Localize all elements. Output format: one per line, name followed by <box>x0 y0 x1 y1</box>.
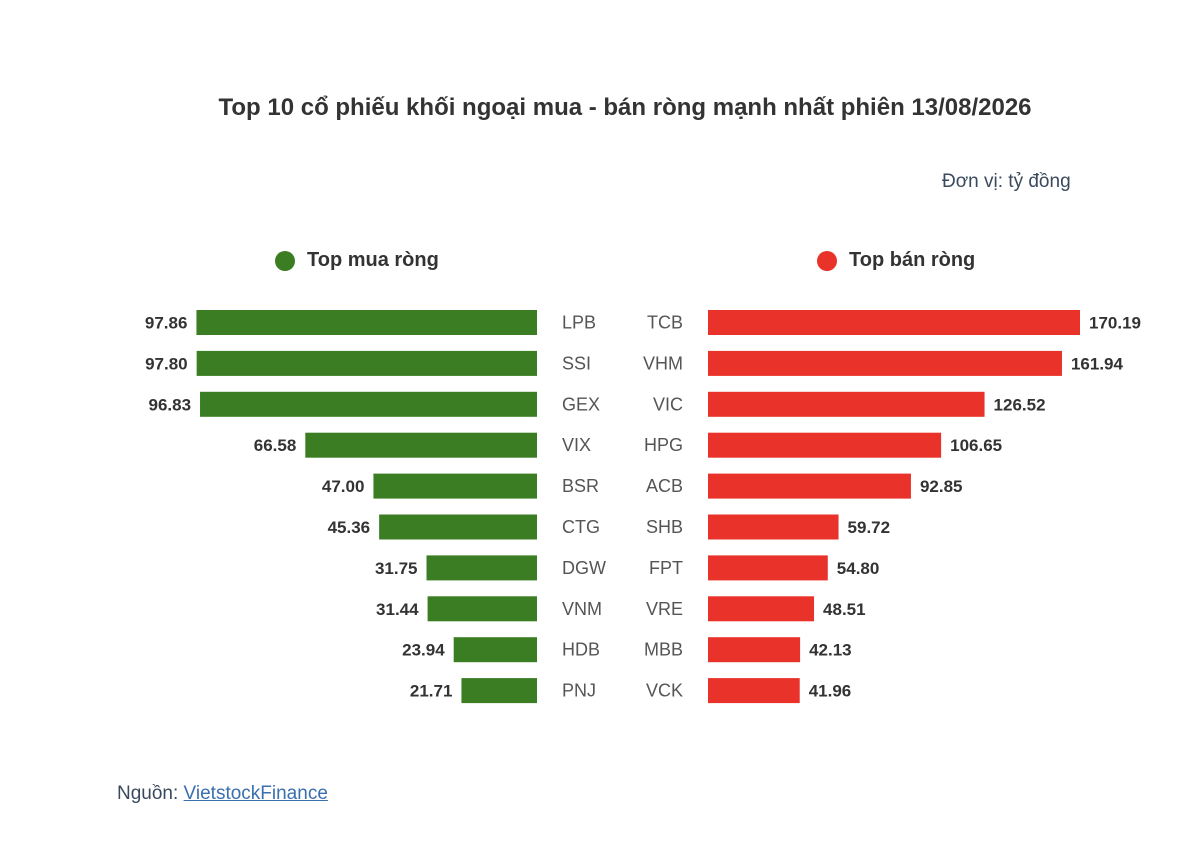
sell-value-label: 126.52 <box>994 395 1046 414</box>
sell-ticker-label: ACB <box>646 476 683 496</box>
buy-bar <box>427 596 537 622</box>
sell-value-label: 59.72 <box>848 518 891 537</box>
buy-ticker-label: BSR <box>562 476 599 496</box>
legend-sell: Top bán ròng <box>817 249 975 272</box>
buy-ticker-label: DGW <box>562 558 606 578</box>
sell-bar <box>708 350 1062 376</box>
buy-ticker-label: CTG <box>562 517 600 537</box>
buy-value-label: 31.75 <box>375 559 418 578</box>
buy-bar <box>426 555 537 581</box>
buy-bar <box>200 391 537 417</box>
sell-bar <box>708 637 801 663</box>
sell-value-label: 92.85 <box>920 477 963 496</box>
source-link[interactable]: VietstockFinance <box>183 783 328 804</box>
sell-bar <box>708 391 985 417</box>
source-note: Nguồn: VietstockFinance <box>117 783 328 805</box>
buy-value-label: 21.71 <box>410 682 453 701</box>
legend-buy-label: Top mua ròng <box>307 249 439 271</box>
buy-value-label: 23.94 <box>402 641 445 660</box>
sell-value-label: 48.51 <box>823 600 866 619</box>
sell-ticker-label: TCB <box>647 313 683 333</box>
buy-bar <box>461 678 537 704</box>
sell-value-label: 54.80 <box>837 559 880 578</box>
unit-note: Đơn vị: tỷ đồng <box>942 171 1071 192</box>
sell-ticker-label: HPG <box>644 435 683 455</box>
sell-bar <box>708 678 800 704</box>
sell-value-label: 41.96 <box>809 682 852 701</box>
sell-bar <box>708 596 815 622</box>
legend-sell-label: Top bán ròng <box>849 249 976 271</box>
sell-bar <box>708 310 1080 335</box>
buy-value-label: 97.80 <box>145 354 188 373</box>
sell-bar <box>708 555 828 581</box>
sell-ticker-label: SHB <box>646 517 683 537</box>
buy-bar <box>305 432 537 458</box>
sell-bar <box>708 514 839 540</box>
buy-value-label: 96.83 <box>148 395 191 414</box>
sell-ticker-label: VIC <box>653 394 683 414</box>
buy-ticker-label: LPB <box>562 313 596 333</box>
buy-value-label: 66.58 <box>254 436 297 455</box>
buy-value-label: 31.44 <box>376 600 419 619</box>
buy-ticker-label: VIX <box>562 435 591 455</box>
buy-value-label: 47.00 <box>322 477 365 496</box>
sell-ticker-label: VRE <box>646 599 683 619</box>
legend-buy-dot <box>275 250 295 271</box>
buy-value-label: 45.36 <box>328 518 371 537</box>
sell-value-label: 170.19 <box>1089 314 1141 333</box>
sell-bar <box>708 432 942 458</box>
sell-value-label: 161.94 <box>1071 354 1124 373</box>
sell-ticker-label: MBB <box>644 640 683 660</box>
buy-bar <box>453 637 537 663</box>
buy-bar <box>379 514 537 540</box>
sell-ticker-label: VCK <box>646 681 683 701</box>
buy-ticker-label: VNM <box>562 599 602 619</box>
buy-bar <box>196 350 537 376</box>
sell-ticker-label: FPT <box>649 558 683 578</box>
chart-title: Top 10 cổ phiếu khối ngoại mua - bán ròn… <box>218 94 1032 121</box>
buy-ticker-label: GEX <box>562 394 600 414</box>
buy-bar <box>373 473 537 499</box>
legend-sell-dot <box>817 250 837 271</box>
buy-value-label: 97.86 <box>145 314 188 333</box>
sell-ticker-label: VHM <box>643 353 683 373</box>
legend-buy: Top mua ròng <box>275 249 439 272</box>
source-prefix: Nguồn: <box>117 783 184 804</box>
sell-value-label: 42.13 <box>809 641 852 660</box>
buy-ticker-label: PNJ <box>562 681 596 701</box>
buy-ticker-label: HDB <box>562 640 600 660</box>
buy-bar <box>196 310 537 335</box>
sell-value-label: 106.65 <box>950 436 1002 455</box>
sell-bar <box>708 473 911 499</box>
buy-ticker-label: SSI <box>562 353 591 373</box>
